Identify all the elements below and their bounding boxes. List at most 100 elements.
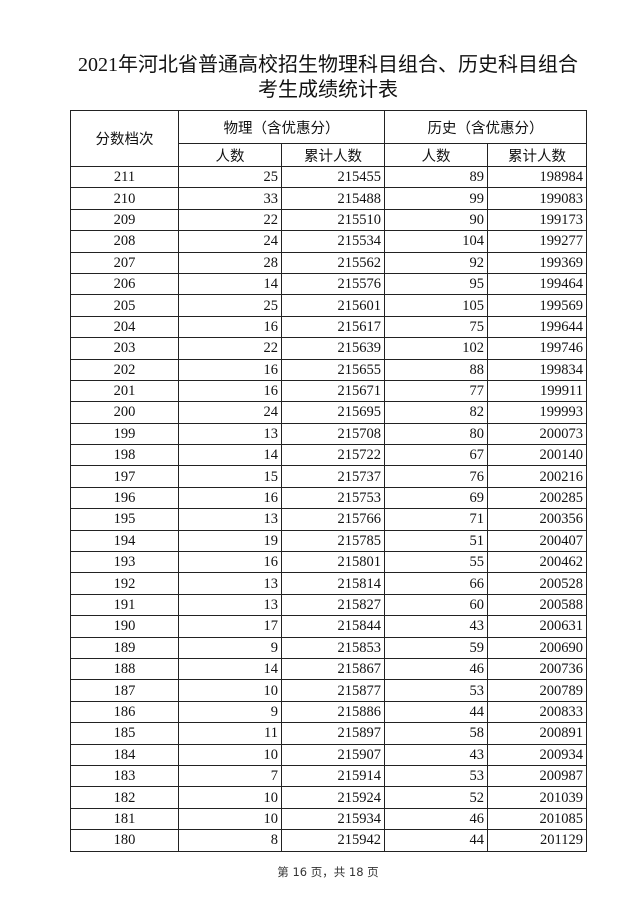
history-cumulative-cell: 199369: [487, 251, 587, 274]
physics-cumulative-cell: 215510: [281, 208, 385, 232]
physics-cumulative-cell: 215844: [281, 615, 385, 638]
table-row: 201 16 215671 77 199911: [70, 379, 587, 403]
physics-cumulative-cell: 215737: [281, 465, 385, 488]
history-cumulative-cell: 200934: [487, 743, 587, 766]
physics-cumulative-cell: 215827: [281, 593, 385, 617]
table-row: 190 17 215844 43 200631: [70, 615, 587, 638]
history-cumulative-cell: 200588: [487, 593, 587, 617]
physics-cumulative-cell: 215853: [281, 636, 385, 659]
physics-cumulative-cell: 215488: [281, 187, 385, 210]
score-cell: 206: [70, 272, 179, 296]
score-cell: 207: [70, 251, 179, 274]
physics-count-cell: 9: [178, 700, 282, 724]
history-cumulative-cell: 200690: [487, 636, 587, 659]
score-cell: 199: [70, 422, 179, 446]
header-history: 历史（含优惠分）: [384, 110, 587, 144]
score-cell: 187: [70, 679, 179, 702]
physics-cumulative-cell: 215671: [281, 379, 385, 403]
physics-count-cell: 24: [178, 401, 282, 424]
history-count-cell: 58: [384, 722, 488, 745]
history-cumulative-cell: 201085: [487, 807, 587, 831]
physics-cumulative-cell: 215914: [281, 764, 385, 788]
physics-cumulative-cell: 215534: [281, 230, 385, 253]
history-count-cell: 69: [384, 486, 488, 510]
history-cumulative-cell: 199464: [487, 272, 587, 296]
table-row: 183 7 215914 53 200987: [70, 764, 587, 788]
history-count-cell: 99: [384, 187, 488, 210]
table-row: 181 10 215934 46 201085: [70, 807, 587, 831]
physics-cumulative-cell: 215934: [281, 807, 385, 831]
physics-count-cell: 11: [178, 722, 282, 745]
score-cell: 208: [70, 230, 179, 253]
history-count-cell: 43: [384, 743, 488, 766]
history-count-cell: 46: [384, 807, 488, 831]
table-row: 207 28 215562 92 199369: [70, 251, 587, 274]
history-cumulative-cell: 199911: [487, 379, 587, 403]
history-cumulative-cell: 200631: [487, 615, 587, 638]
physics-cumulative-cell: 215942: [281, 829, 385, 852]
physics-count-cell: 16: [178, 486, 282, 510]
physics-cumulative-cell: 215695: [281, 401, 385, 424]
table-row: 197 15 215737 76 200216: [70, 465, 587, 488]
history-count-cell: 67: [384, 444, 488, 467]
physics-count-cell: 9: [178, 636, 282, 659]
physics-cumulative-cell: 215722: [281, 444, 385, 467]
table-row: 194 19 215785 51 200407: [70, 529, 587, 553]
history-count-cell: 44: [384, 700, 488, 724]
score-cell: 190: [70, 615, 179, 638]
history-cumulative-cell: 199993: [487, 401, 587, 424]
history-cumulative-cell: 200987: [487, 764, 587, 788]
header-history-count: 人数: [384, 143, 488, 167]
table-row: 199 13 215708 80 200073: [70, 422, 587, 446]
physics-cumulative-cell: 215907: [281, 743, 385, 766]
physics-cumulative-cell: 215814: [281, 572, 385, 595]
physics-cumulative-cell: 215801: [281, 551, 385, 574]
history-cumulative-cell: 199173: [487, 208, 587, 232]
history-count-cell: 46: [384, 657, 488, 681]
history-cumulative-cell: 200216: [487, 465, 587, 488]
physics-cumulative-cell: 215924: [281, 786, 385, 809]
history-count-cell: 43: [384, 615, 488, 638]
physics-count-cell: 25: [178, 294, 282, 317]
history-cumulative-cell: 199644: [487, 315, 587, 339]
history-count-cell: 75: [384, 315, 488, 339]
physics-cumulative-cell: 215655: [281, 358, 385, 381]
table-row: 203 22 215639 102 199746: [70, 337, 587, 360]
physics-cumulative-cell: 215877: [281, 679, 385, 702]
table-row: 195 13 215766 71 200356: [70, 508, 587, 531]
table-row: 185 11 215897 58 200891: [70, 722, 587, 745]
history-cumulative-cell: 199746: [487, 337, 587, 360]
history-count-cell: 60: [384, 593, 488, 617]
history-count-cell: 66: [384, 572, 488, 595]
header-physics-cumulative: 累计人数: [281, 143, 385, 167]
score-cell: 204: [70, 315, 179, 339]
score-cell: 193: [70, 551, 179, 574]
score-cell: 185: [70, 722, 179, 745]
table-row: 209 22 215510 90 199173: [70, 208, 587, 232]
history-count-cell: 44: [384, 829, 488, 852]
score-cell: 194: [70, 529, 179, 553]
physics-count-cell: 22: [178, 208, 282, 232]
physics-cumulative-cell: 215867: [281, 657, 385, 681]
history-count-cell: 80: [384, 422, 488, 446]
score-cell: 198: [70, 444, 179, 467]
history-cumulative-cell: 201129: [487, 829, 587, 852]
score-cell: 196: [70, 486, 179, 510]
table-row: 180 8 215942 44 201129: [70, 829, 587, 852]
history-count-cell: 104: [384, 230, 488, 253]
history-cumulative-cell: 200356: [487, 508, 587, 531]
score-cell: 209: [70, 208, 179, 232]
physics-cumulative-cell: 215766: [281, 508, 385, 531]
table-row: 191 13 215827 60 200588: [70, 593, 587, 617]
score-cell: 182: [70, 786, 179, 809]
history-cumulative-cell: 201039: [487, 786, 587, 809]
physics-cumulative-cell: 215576: [281, 272, 385, 296]
physics-count-cell: 13: [178, 593, 282, 617]
history-cumulative-cell: 199277: [487, 230, 587, 253]
physics-cumulative-cell: 215886: [281, 700, 385, 724]
table-row: 208 24 215534 104 199277: [70, 230, 587, 253]
table-row: 200 24 215695 82 199993: [70, 401, 587, 424]
score-cell: 197: [70, 465, 179, 488]
score-cell: 201: [70, 379, 179, 403]
history-cumulative-cell: 200528: [487, 572, 587, 595]
